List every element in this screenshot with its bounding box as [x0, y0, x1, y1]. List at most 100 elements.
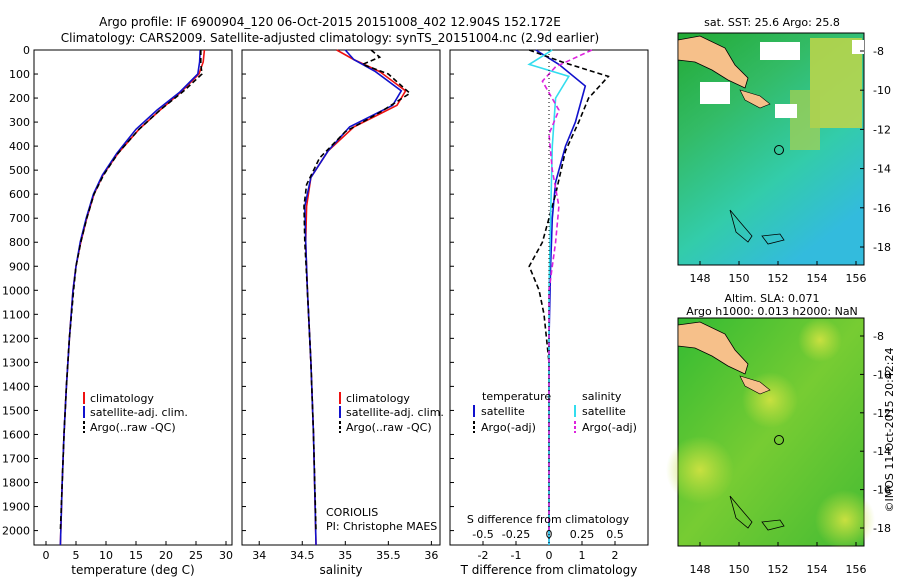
land-islands-icon — [739, 89, 771, 109]
temperature-legend-satellite: satellite-adj. clim. — [90, 406, 188, 419]
land-new-guinea-icon-2 — [677, 321, 749, 375]
s-diff-tick-label: -0.5 — [472, 528, 493, 541]
map-lat-tick-label: -8 — [873, 330, 884, 343]
temperature-panel-frame — [33, 49, 233, 546]
temperature-x-tick-label: 25 — [189, 549, 203, 562]
map-axes: -8 -10 -12 -14 -16 -18 148 150 152 154 156 -8 -10 -12… — [690, 45, 891, 576]
difference-legend-satellite-s: satellite — [582, 405, 626, 418]
salinity-x-tick-label: 36 — [424, 549, 438, 562]
depth-tick-label: 900 — [9, 260, 30, 273]
s-diff-tick-label: 0.25 — [570, 528, 595, 541]
map-lon-tick-label: 154 — [807, 272, 828, 285]
depth-tick-label: 1600 — [2, 428, 30, 441]
temperature-x-tick-label: 20 — [159, 549, 173, 562]
map-lon-tick-label: 154 — [807, 563, 828, 576]
difference-legend-satellite-t: satellite — [481, 405, 525, 418]
map-lon-tick-label: 152 — [768, 563, 789, 576]
depth-tick-label: 2000 — [2, 525, 30, 538]
depth-tick-label: 1800 — [2, 477, 30, 490]
depth-tick-label: 1400 — [2, 380, 30, 393]
depth-tick-label: 500 — [9, 164, 30, 177]
map-lat-tick-label: -16 — [873, 202, 891, 215]
depth-tick-label: 300 — [9, 116, 30, 129]
difference-legend-sal-title: salinity — [582, 390, 622, 403]
depth-tick-label: 1200 — [2, 332, 30, 345]
depth-tick-label: 800 — [9, 236, 30, 249]
map-lat-tick-label: -12 — [873, 407, 891, 420]
salinity-x-tick-label: 35.5 — [376, 549, 401, 562]
depth-tick-label: 1100 — [2, 308, 30, 321]
map-lat-tick-label: -10 — [873, 368, 891, 381]
sla-map-title-2: Argo h1000: 0.013 h2000: NaN — [686, 305, 858, 318]
difference-legend-argo-t: Argo(-adj) — [481, 421, 536, 434]
salinity-xlabel: salinity — [319, 563, 362, 577]
difference-legend-temp-title: temperature — [482, 390, 551, 403]
difference-legend-argo-s: Argo(-adj) — [582, 421, 637, 434]
argo-location-marker — [774, 145, 784, 155]
temperature-legend-argo: Argo(..raw -QC) — [90, 421, 176, 434]
map-lon-tick-label: 156 — [846, 563, 867, 576]
temperature-x-tick-label: 30 — [219, 549, 233, 562]
s-diff-tick-label: 0 — [546, 528, 553, 541]
depth-axis: 0 100 200 300 400 500 600 700 800 900 1000 1100 1200… — [2, 44, 454, 538]
imos-credit: ©IMOS 11-Oct-2015 20:42:24 — [883, 347, 896, 512]
sla-map: Altim. SLA: 0.071 Argo h1000: 0.013 h200… — [666, 292, 875, 550]
temperature-legend: climatology satellite-adj. clim. Argo(..… — [83, 392, 188, 434]
argo-location-marker-2 — [774, 435, 784, 445]
difference-series-line — [528, 49, 610, 531]
figure-title-line1: Argo profile: IF 6900904_120 06-Oct-2015… — [99, 15, 561, 29]
temperature-legend-climatology: climatology — [90, 392, 154, 405]
depth-tick-label: 1300 — [2, 356, 30, 369]
salinity-panel-frame — [241, 49, 441, 546]
depth-tick-label: 400 — [9, 140, 30, 153]
difference-x-tick-label: 0 — [546, 549, 553, 562]
map-lat-tick-label: -18 — [873, 241, 891, 254]
salinity-legend: climatology satellite-adj. clim. Argo(..… — [326, 392, 444, 533]
land-new-guinea-icon — [677, 35, 749, 89]
depth-tick-label: 200 — [9, 92, 30, 105]
difference-x-tick-label: 2 — [612, 549, 619, 562]
salinity-x-tick-label: 35 — [338, 549, 352, 562]
sst-map-title: sat. SST: 25.6 Argo: 25.8 — [704, 16, 840, 29]
map-lat-tick-label: -10 — [873, 84, 891, 97]
depth-tick-label: 700 — [9, 212, 30, 225]
salinity-legend-argo: Argo(..raw -QC) — [346, 421, 432, 434]
sla-map-title-1: Altim. SLA: 0.071 — [724, 292, 819, 305]
temperature-x-tick-label: 5 — [73, 549, 80, 562]
temperature-series-line — [59, 50, 203, 531]
map-lat-tick-label: -12 — [873, 123, 891, 136]
figure-title-line2: Climatology: CARS2009. Satellite-adjuste… — [61, 31, 599, 45]
difference-legend: temperature salinity satellite Argo(-adj… — [467, 390, 637, 526]
depth-tick-label: 1900 — [2, 501, 30, 514]
map-lat-tick-label: -18 — [873, 522, 891, 535]
s-diff-tick-label: -0.25 — [502, 528, 530, 541]
s-diff-tick-label: 0.5 — [606, 528, 624, 541]
map-lon-tick-label: 156 — [846, 272, 867, 285]
salinity-legend-satellite: satellite-adj. clim. — [346, 406, 444, 419]
temperature-xlabel: temperature (deg C) — [71, 563, 194, 577]
map-lon-tick-label: 148 — [690, 272, 711, 285]
difference-x-tick-label: -2 — [478, 549, 489, 562]
salinity-x-tick-label: 34.5 — [290, 549, 315, 562]
profile-plot-layer: 0 5 10 15 20 25 30 34 34.5 35 35.5 36 -2 -1 0 1 2 -0.5 -0.… — [43, 49, 624, 562]
s-difference-label: S difference from climatology — [467, 513, 630, 526]
temperature-x-tick-label: 10 — [99, 549, 113, 562]
map-lat-tick-label: -14 — [873, 445, 891, 458]
temperature-x-tick-label: 15 — [129, 549, 143, 562]
salinity-note-pi: PI: Christophe MAES — [326, 520, 437, 533]
depth-tick-label: 0 — [23, 44, 30, 57]
depth-tick-label: 1700 — [2, 452, 30, 465]
depth-tick-label: 1500 — [2, 404, 30, 417]
depth-tick-label: 1000 — [2, 284, 30, 297]
map-lat-tick-label: -8 — [873, 45, 884, 58]
depth-tick-label: 100 — [9, 68, 30, 81]
salinity-note-coriolis: CORIOLIS — [326, 506, 378, 519]
map-lon-tick-label: 148 — [690, 563, 711, 576]
sst-map: sat. SST: 25.6 Argo: 25.8 — [677, 16, 865, 266]
map-lat-tick-label: -16 — [873, 484, 891, 497]
depth-tick-label: 600 — [9, 188, 30, 201]
map-lon-tick-label: 150 — [729, 272, 750, 285]
map-lon-tick-label: 150 — [729, 563, 750, 576]
difference-x-tick-label: 1 — [579, 549, 586, 562]
